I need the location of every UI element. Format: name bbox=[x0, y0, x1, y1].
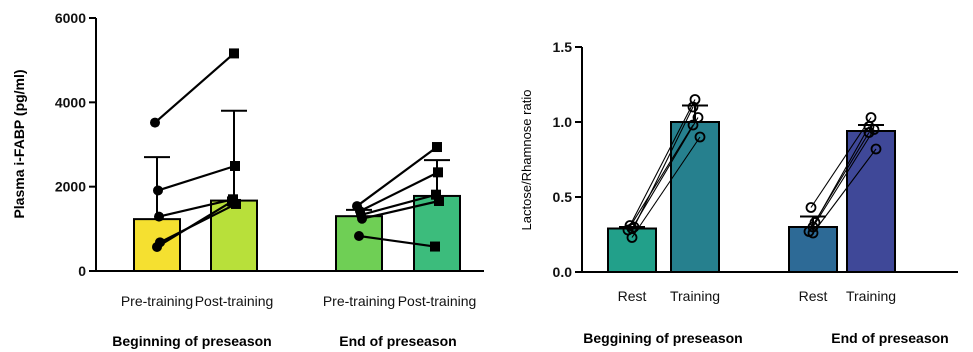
chart1-subject-line-0-2 bbox=[631, 117, 699, 229]
chart0-point-pre-1-3 bbox=[357, 213, 367, 224]
chart1-subject-line-0-1 bbox=[633, 106, 694, 228]
chart1-point-training-0-0 bbox=[689, 94, 701, 105]
chart1-subject-line-0-3 bbox=[627, 124, 694, 231]
chart0-point-post-0-1 bbox=[230, 161, 240, 172]
chart0-category-label-1: Post-training bbox=[195, 293, 274, 309]
chart1-group-label-0: Beggining of preseason bbox=[583, 330, 742, 346]
chart0-point-post-1-3 bbox=[434, 196, 444, 207]
chart0-point-pre-0-1 bbox=[153, 185, 163, 196]
chart1-ytick-label-1: 0.5 bbox=[553, 189, 573, 205]
chart0-ytick-label-0: 0 bbox=[78, 263, 86, 279]
chart1-subject-line-0-0 bbox=[629, 99, 696, 226]
chart0-subject-line-1-2 bbox=[360, 193, 437, 216]
chart0-point-post-1-4 bbox=[430, 241, 440, 252]
chart0-ytick-label-2: 4000 bbox=[55, 94, 86, 110]
chart0-group-label-1: End of preseason bbox=[339, 333, 456, 349]
chart0-point-pre-0-0 bbox=[150, 117, 160, 128]
chart0-category-label-2: Pre-training bbox=[323, 293, 395, 309]
chart0-point-post-1-0 bbox=[432, 142, 442, 153]
chart1-point-training-0-3 bbox=[687, 119, 699, 131]
chart0-subject-line-1-4 bbox=[358, 234, 436, 248]
chart1-point-training-0-4 bbox=[694, 131, 706, 143]
chart0-group-label-0: Beginning of preseason bbox=[112, 333, 271, 349]
chart0-subject-line-0-4 bbox=[156, 200, 233, 248]
chart1-group-label-1: End of preseason bbox=[831, 330, 948, 346]
chart0-category-label-0: Pre-training bbox=[121, 293, 193, 309]
chart1-subject-line-0-4 bbox=[631, 136, 701, 238]
chart1-ytick-label-0: 0.0 bbox=[553, 264, 573, 280]
chart0-subject-line-0-2 bbox=[158, 198, 234, 218]
chart1-category-label-2: Rest bbox=[799, 288, 828, 304]
chart1-ytick-label-3: 1.5 bbox=[553, 39, 573, 55]
chart0-point-post-0-0 bbox=[229, 48, 239, 59]
chart1-point-rest-0-4 bbox=[626, 232, 638, 243]
chart0-point-post-1-2 bbox=[431, 189, 441, 200]
chart0-subject-line-1-1 bbox=[359, 171, 439, 213]
chart0-y-axis-title: Plasma i-FABP (pg/ml) bbox=[11, 69, 27, 218]
chart0-point-pre-1-4 bbox=[354, 231, 364, 242]
chart1-bar-0 bbox=[607, 227, 657, 273]
chart0-bar-3 bbox=[413, 194, 461, 272]
chart0-point-post-0-4 bbox=[227, 196, 237, 207]
chart0-category-label-3: Post-training bbox=[398, 293, 477, 309]
chart0-subject-line-1-0 bbox=[356, 146, 438, 207]
chart1-point-rest-1-0 bbox=[805, 202, 817, 213]
chart0-point-post-1-1 bbox=[433, 167, 443, 178]
chart1-category-label-3: Training bbox=[846, 288, 896, 304]
chart0-point-pre-0-4 bbox=[152, 241, 162, 252]
chart1-category-label-1: Training bbox=[670, 288, 720, 304]
chart1-subject-line-1-2 bbox=[812, 129, 875, 228]
chart0-point-pre-0-2 bbox=[154, 211, 164, 222]
chart0-bar-2 bbox=[335, 215, 383, 272]
chart1-subject-line-1-3 bbox=[808, 132, 870, 232]
chart1-y-axis-title: Lactose/Rhamnose ratio bbox=[519, 90, 534, 231]
chart1-point-training-1-3 bbox=[863, 127, 875, 138]
chart1-subject-line-1-4 bbox=[812, 148, 877, 234]
chart1-bar-3 bbox=[846, 130, 896, 273]
chart1-point-rest-1-4 bbox=[807, 227, 819, 239]
chart1-category-label-0: Rest bbox=[618, 288, 647, 304]
chart0-subject-line-0-1 bbox=[157, 164, 236, 192]
chart0-ytick-label-3: 6000 bbox=[55, 10, 86, 26]
chart1-point-training-0-2 bbox=[692, 112, 704, 123]
chart1-subject-line-1-0 bbox=[810, 117, 872, 208]
chart0-subject-line-0-0 bbox=[154, 52, 235, 124]
chart1-point-training-0-1 bbox=[687, 101, 699, 113]
chart0-subject-line-1-3 bbox=[361, 199, 440, 220]
chart1-point-training-1-4 bbox=[870, 143, 882, 155]
chart1-ytick-label-2: 1.0 bbox=[553, 114, 573, 130]
chart0-ytick-label-1: 2000 bbox=[55, 179, 86, 195]
